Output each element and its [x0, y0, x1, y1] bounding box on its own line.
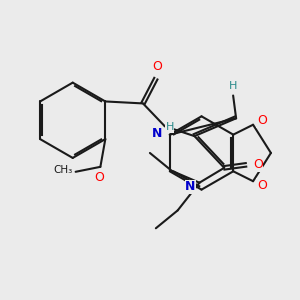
Text: H: H: [229, 81, 237, 91]
Text: O: O: [94, 171, 104, 184]
Text: CH₃: CH₃: [53, 165, 72, 175]
Text: N: N: [152, 127, 162, 140]
Text: O: O: [257, 179, 267, 192]
Text: H: H: [166, 122, 174, 132]
Text: O: O: [152, 60, 162, 73]
Text: N: N: [185, 180, 196, 193]
Text: O: O: [257, 114, 267, 127]
Text: O: O: [253, 158, 263, 171]
